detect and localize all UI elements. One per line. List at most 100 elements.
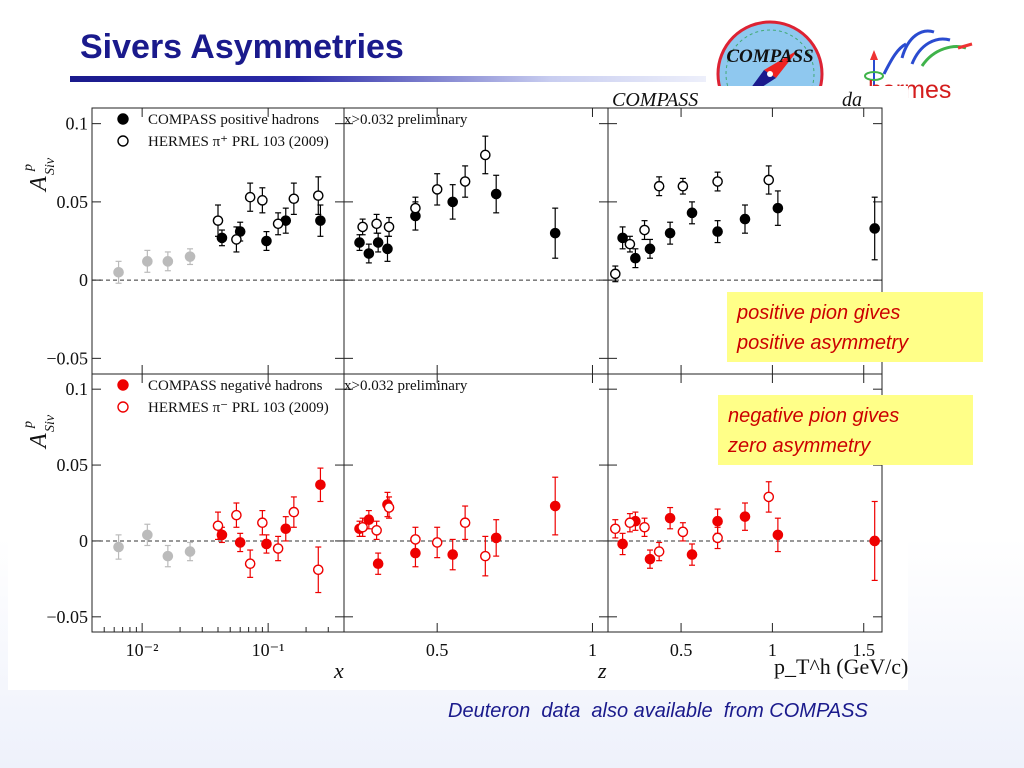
footer-note: Deuteron data also available from COMPAS… [448,700,868,722]
data-point [312,564,324,576]
data-point [216,232,228,244]
legend-note: x>0.032 preliminary [344,378,468,394]
y-axis-sub-r1: Siv [43,414,58,432]
legend-note: x>0.032 preliminary [344,112,468,128]
ytick-label: 0 [79,531,88,551]
positive-note-line-1: positive pion gives [737,302,901,324]
panel-frame-r0-c1 [343,107,609,375]
data-point [184,546,196,557]
data-point [244,558,256,570]
data-point [639,224,650,236]
data-point [447,196,459,208]
xtick-label: 1 [768,640,777,660]
data-point [280,523,292,535]
data-point [363,514,375,525]
data-point [410,202,421,214]
positive-pion-note: positive pion gives positive asymmetry [727,292,983,362]
data-point [162,256,174,267]
data-point [712,515,723,527]
data-point [257,517,268,529]
data-point [272,218,284,230]
data-point [686,207,698,219]
ytick-label: −0.05 [46,607,88,627]
chart-header: COMPASS [612,89,698,111]
data-point [617,232,628,244]
data-point [372,237,384,248]
data-point [371,218,382,230]
data-point [261,235,272,247]
legend-label: HERMES π⁻ PRL 103 (2009) [148,400,329,416]
panel-frame-r1-c2 [607,373,883,633]
data-point [763,174,775,186]
xtick-label: 10⁻² [126,640,159,660]
data-point [624,238,636,250]
xtick-label: 10⁻¹ [252,640,285,660]
data-point [383,221,395,233]
data-point [664,512,676,524]
data-point [459,517,471,529]
data-point [113,541,124,553]
sivers-figure: 0.1 0.05 0 −0.05 Ap Siv 0.1 0.05 0 −0.05 Ap Siv 10⁻²… [21,89,908,683]
data-point [288,193,300,205]
ytick-label: 0 [79,270,88,290]
data-point [490,188,502,200]
negative-note-line-2: zero asymmetry [728,435,871,457]
data-point [257,195,268,206]
data-point [184,251,196,262]
data-point [639,521,650,533]
y-axis-sup-r1: p [21,421,36,429]
data-point [610,268,621,280]
xtick-label: 1.5 [852,640,875,660]
data-point [653,180,665,192]
xtick-label: 1 [588,640,597,660]
data-point [480,149,491,161]
data-point [644,243,656,255]
x-axis-label-x: x [333,658,344,683]
data-point [653,546,665,557]
data-point [142,256,153,267]
data-point [617,538,628,550]
data-point [869,223,880,234]
legend-label: HERMES π⁺ PRL 103 (2009) [148,134,329,150]
data-point [372,558,384,570]
negative-pion-note: negative pion gives zero asymmetry [718,395,973,465]
data-point [490,532,502,544]
data-point [739,511,751,522]
compass-logo-text: COMPASS [726,46,814,67]
legend-label: COMPASS positive hadrons [148,112,319,128]
data-point [480,550,491,562]
data-point [261,538,272,550]
data-point [371,525,382,536]
data-point [272,543,284,554]
data-point [763,491,775,503]
legend-marker [117,113,129,125]
data-point [664,227,676,239]
y-axis-sup-r0: p [21,164,36,172]
data-point [312,190,324,201]
data-point [772,202,784,214]
data-point [431,537,443,548]
negative-note-line-1: negative pion gives [728,405,900,427]
ytick-label: 0.1 [66,114,89,134]
legend-marker [117,401,129,413]
data-point [315,479,326,491]
data-point [772,529,784,541]
data-point [410,534,421,545]
data-point [739,213,751,225]
legend-marker [117,135,129,147]
data-point [712,176,723,187]
ytick-label: 0.05 [57,192,89,212]
xtick-label: 0.5 [670,640,693,660]
y-axis-label-r1: A [26,433,52,450]
data-point [288,506,300,518]
data-point [363,248,375,259]
data-point [712,226,723,237]
x-axis-label-z: z [597,658,607,683]
data-point [162,550,174,562]
data-point [624,517,636,529]
data-point [231,234,242,245]
data-point [383,502,395,513]
data-point [142,529,153,541]
data-point [447,549,459,560]
x-axis-label-pt: p_T^h (GeV/c) [774,654,908,679]
